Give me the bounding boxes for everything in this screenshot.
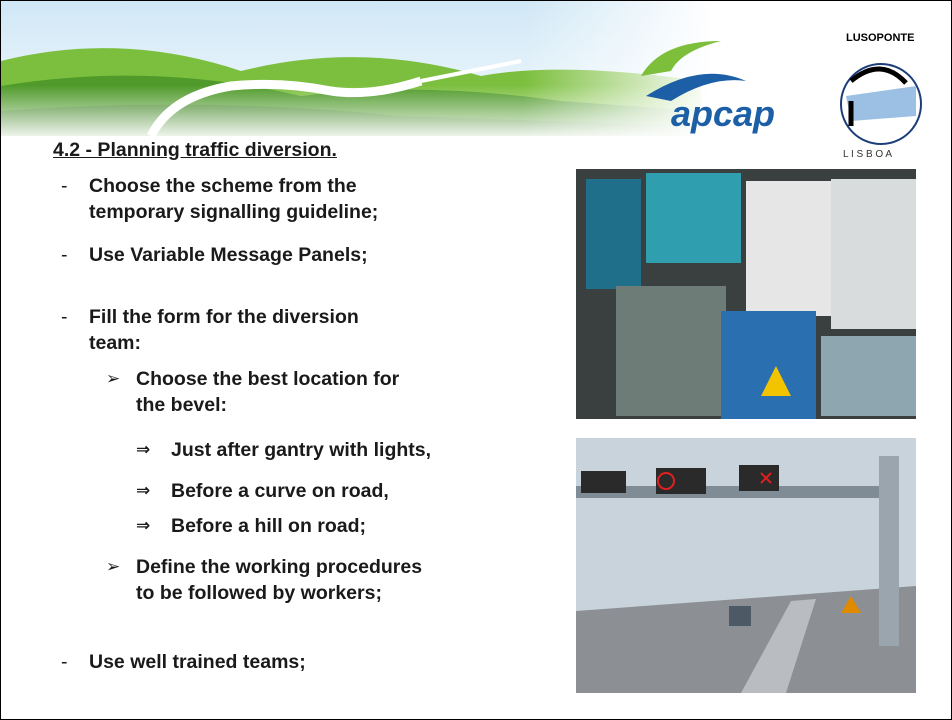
- apcap-logo: apcap: [671, 101, 775, 127]
- lusoponte-logo: LUSOPONTE: [846, 31, 914, 45]
- slide: apcap LUSOPONTE L I S B O A 4.2 - Planni…: [0, 0, 952, 720]
- bullet-text: Choose the scheme from the: [89, 173, 357, 199]
- bullet-text: Just after gantry with lights,: [171, 437, 431, 463]
- photo-bridge: [576, 438, 916, 693]
- bullet-text: Fill the form for the diversion: [89, 304, 359, 330]
- bullet-marker: ⇒: [136, 437, 150, 463]
- banner: [1, 1, 951, 141]
- bullet-text: the bevel:: [136, 392, 227, 418]
- bullet-marker: -: [61, 649, 68, 675]
- slide-art: [1, 1, 951, 719]
- bullet-marker: ➢: [106, 366, 120, 392]
- bullet-text: Choose the best location for: [136, 366, 399, 392]
- photo-manuals: [576, 169, 916, 419]
- lusoponte-logo-mark: [841, 64, 921, 144]
- lisboa-logo: L I S B O A: [843, 148, 892, 162]
- bullet-text: Before a hill on road;: [171, 513, 366, 539]
- bullet-text: team:: [89, 330, 141, 356]
- bullet-text: Use Variable Message Panels;: [89, 242, 368, 268]
- bullet-marker: -: [61, 304, 68, 330]
- bullet-text: Before a curve on road,: [171, 478, 389, 504]
- heading: 4.2 - Planning traffic diversion.: [53, 139, 337, 162]
- bullet-text: Use well trained teams;: [89, 649, 306, 675]
- bullet-marker: ⇒: [136, 478, 150, 504]
- bullet-marker: ⇒: [136, 513, 150, 539]
- bullet-text: to be followed by workers;: [136, 580, 382, 606]
- bullet-text: Define the working procedures: [136, 554, 422, 580]
- bullet-marker: -: [61, 242, 68, 268]
- bullet-text: temporary signalling guideline;: [89, 199, 378, 225]
- bullet-marker: ➢: [106, 554, 120, 580]
- bullet-marker: -: [61, 173, 68, 199]
